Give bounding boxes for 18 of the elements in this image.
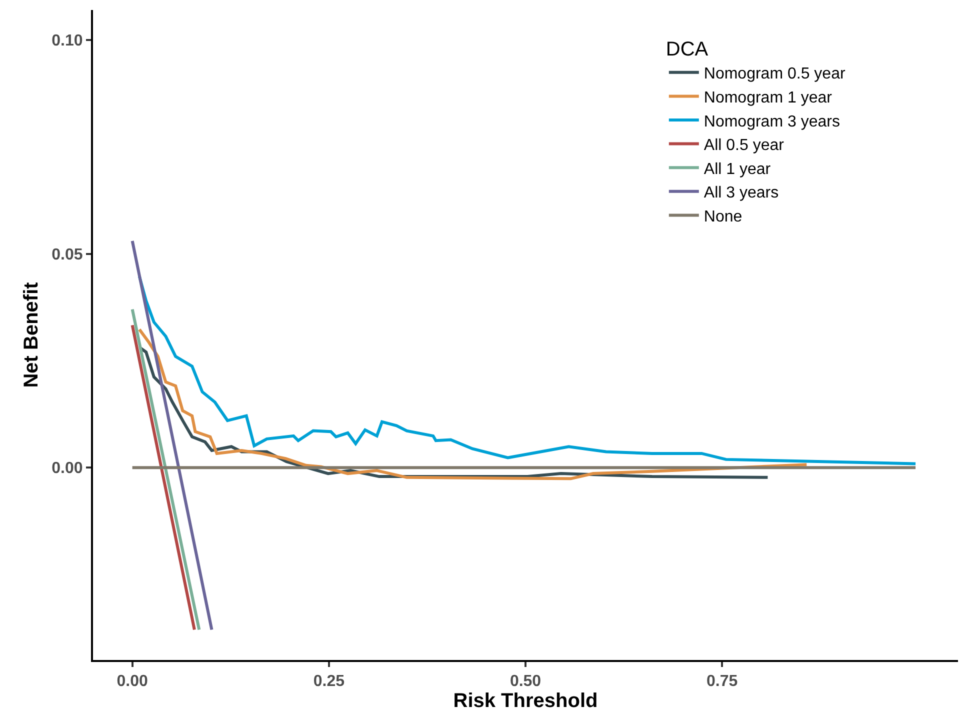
x-tick-label: 0.00 <box>116 673 148 690</box>
y-axis-title: Net Benefit <box>20 282 43 388</box>
legend-label: Nomogram 0.5 year <box>704 66 846 83</box>
legend-label: All 0.5 year <box>704 137 785 154</box>
x-tick-label: 0.75 <box>706 673 738 690</box>
legend-label: All 3 years <box>704 184 779 202</box>
y-tick-label: 0.05 <box>52 246 83 264</box>
legend-label: None <box>704 208 742 226</box>
y-tick-label: 0.10 <box>52 32 83 50</box>
x-tick-label: 0.50 <box>510 673 542 690</box>
legend-label: All 1 year <box>704 160 772 178</box>
legend-label: Nomogram 3 years <box>704 113 840 130</box>
legend-title: DCA <box>666 38 709 60</box>
y-tick-label: 0.00 <box>52 460 83 478</box>
legend-label: Nomogram 1 year <box>704 89 833 106</box>
line-series <box>138 274 918 466</box>
x-axis-title: Risk Threshold <box>453 690 598 712</box>
x-tick-label: 0.25 <box>313 673 345 690</box>
